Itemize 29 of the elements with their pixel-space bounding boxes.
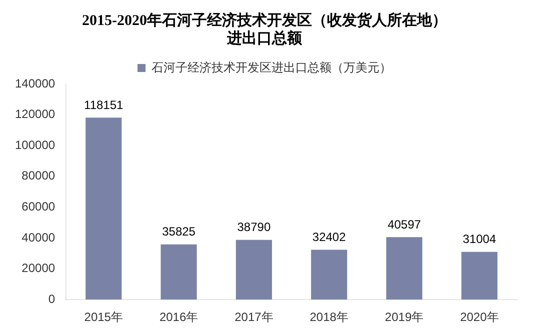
data-label: 118151	[84, 98, 124, 112]
bar	[86, 118, 122, 300]
bar	[386, 237, 422, 300]
y-tick-label: 80000	[22, 168, 56, 183]
text: 2015-2020年石河子经济技术开发区（收发货人所在地）	[82, 12, 447, 29]
x-tick-label: 2018年	[310, 310, 348, 324]
data-label: 40597	[388, 217, 422, 232]
bar	[160, 244, 197, 300]
y-tick-label: 100000	[14, 138, 56, 152]
bar	[311, 250, 348, 300]
bar	[461, 252, 498, 300]
data-label: 35825	[162, 224, 196, 239]
y-tick-label: 60000	[22, 200, 56, 214]
text: 进出口总额	[227, 30, 302, 47]
data-label: 31004	[462, 232, 496, 246]
x-tick-label: 2020年	[460, 310, 499, 324]
y-tick-label: 120000	[14, 107, 56, 122]
y-tick-label: 40000	[22, 230, 56, 244]
y-tick-label: 140000	[14, 76, 56, 90]
y-tick-label: 0	[48, 292, 56, 306]
legend-label: 石河子经济技术开发区进出口总额（万美元）	[152, 60, 392, 74]
data-label: 32402	[312, 230, 346, 244]
x-tick-label: 2016年	[159, 310, 198, 324]
bar	[236, 240, 272, 300]
data-label: 38790	[237, 220, 271, 234]
y-tick-label: 20000	[22, 261, 56, 276]
x-tick-label: 2019年	[384, 310, 424, 324]
x-tick-label: 2015年	[84, 310, 123, 324]
x-tick-label: 2017年	[234, 310, 274, 324]
